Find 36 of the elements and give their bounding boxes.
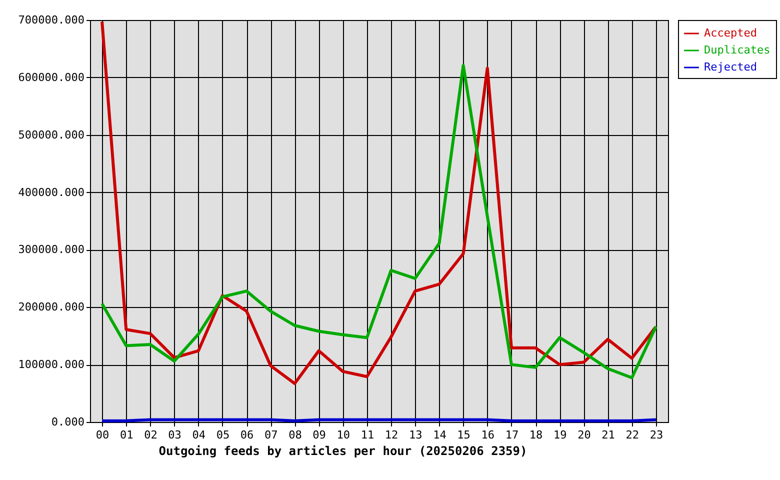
y-tick-label: 200000.000 [18, 300, 84, 314]
x-tick-label: 08 [288, 428, 302, 442]
x-tick-label: 04 [192, 428, 206, 442]
y-tick-label: 600000.000 [18, 70, 84, 84]
x-tick-label: 05 [216, 428, 230, 442]
x-tick-label: 06 [240, 428, 254, 442]
x-tick-label: 01 [120, 428, 134, 442]
x-tick-label: 19 [554, 428, 567, 442]
x-tick-label: 16 [481, 428, 494, 442]
text: Outgoing feeds by articles per hour (20250206 2359) [158, 444, 528, 458]
x-tick-label: 14 [433, 428, 447, 442]
x-tick-label: 21 [602, 428, 615, 442]
x-tick-label: 03 [168, 428, 182, 442]
legend-label: Rejected [704, 60, 757, 74]
x-tick-label: 02 [144, 428, 158, 442]
x-tick-label: 07 [264, 428, 278, 442]
x-tick-label: 22 [626, 428, 639, 442]
legend-label: Duplicates [704, 44, 770, 56]
x-tick-label: 12 [384, 428, 398, 442]
x-tick-label: 13 [409, 428, 422, 442]
legend-label: Accepted [704, 26, 757, 40]
x-tick-label: 00 [96, 428, 110, 442]
x-tick-label: 20 [578, 428, 591, 442]
y-tick-label: 300000.000 [18, 243, 84, 256]
y-tick-label: 500000.000 [18, 128, 84, 142]
x-tick-label: 17 [505, 428, 519, 442]
x-tick-label: 15 [457, 428, 470, 442]
x-tick-label: 23 [650, 428, 664, 442]
y-tick-label: 100000.000 [18, 358, 84, 372]
y-tick-label: 400000.000 [18, 186, 84, 199]
y-tick-label: 700000.000 [18, 14, 84, 26]
y-tick-label: 0.000 [51, 416, 84, 428]
x-tick-label: 11 [360, 428, 374, 442]
x-tick-label: 09 [312, 428, 326, 442]
x-tick-label: 10 [336, 428, 350, 442]
x-tick-label: 18 [529, 428, 543, 442]
